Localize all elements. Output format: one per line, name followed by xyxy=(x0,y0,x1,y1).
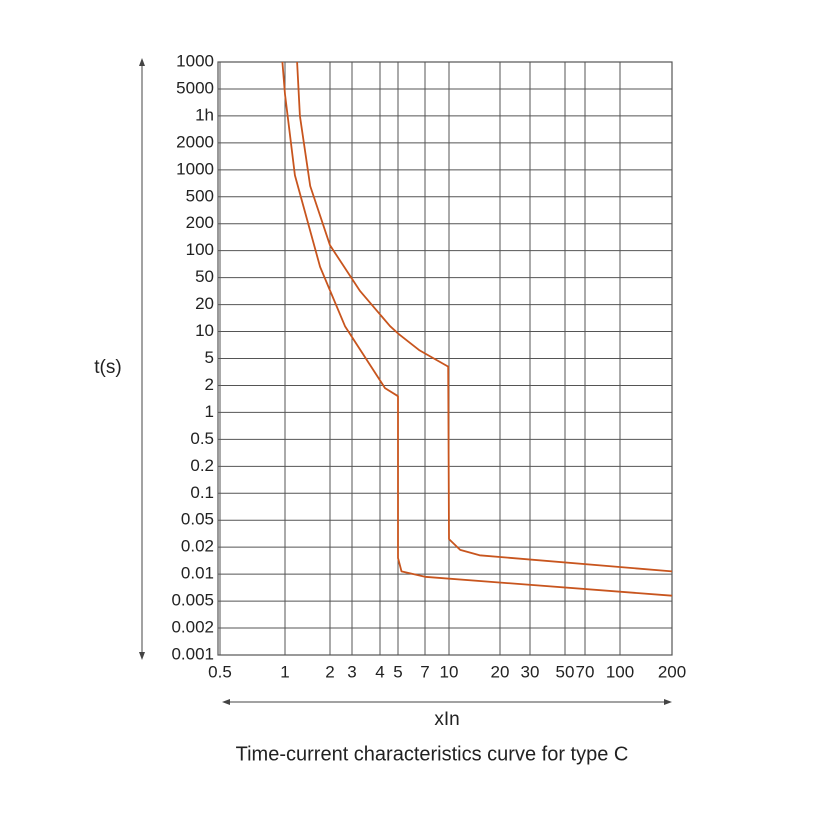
y-tick-label: 0.1 xyxy=(190,483,214,502)
x-tick-label: 20 xyxy=(491,662,510,681)
x-tick-label: 100 xyxy=(606,662,634,681)
curve xyxy=(281,61,673,597)
y-tick-label: 0.01 xyxy=(181,564,214,583)
x-tick-label: 200 xyxy=(658,662,686,681)
chart-title: Time-current characteristics curve for t… xyxy=(236,743,629,765)
y-tick-label: 1 xyxy=(205,402,214,421)
x-tick-label: 10 xyxy=(440,662,459,681)
x-tick-label: 3 xyxy=(347,662,356,681)
y-tick-label: 10 xyxy=(195,321,214,340)
y-tick-label: 0.05 xyxy=(181,510,214,529)
y-tick-label: 20 xyxy=(195,294,214,313)
y-tick-label: 5000 xyxy=(176,78,214,97)
x-tick-label: 0.5 xyxy=(208,662,232,681)
y-tick-label: 0.5 xyxy=(190,429,214,448)
y-tick-label: 0.2 xyxy=(190,456,214,475)
x-tick-label: 50 xyxy=(556,662,575,681)
x-tick-label: 1 xyxy=(280,662,289,681)
x-tick-label: 5 xyxy=(393,662,402,681)
x-axis-label: xIn xyxy=(434,709,459,730)
x-tick-label: 7 xyxy=(420,662,429,681)
y-tick-label: 500 xyxy=(186,186,214,205)
y-tick-label: 0.001 xyxy=(171,644,214,663)
y-tick-label: 0.02 xyxy=(181,537,214,556)
y-tick-label: 2000 xyxy=(176,132,214,151)
y-tick-label: 1000 xyxy=(176,51,214,70)
y-tick-label: 1h xyxy=(195,105,214,124)
x-tick-label: 70 xyxy=(576,662,595,681)
x-tick-label: 4 xyxy=(375,662,384,681)
curve xyxy=(296,61,673,573)
x-tick-label: 30 xyxy=(521,662,540,681)
y-tick-label: 1000 xyxy=(176,159,214,178)
y-axis-label: t(s) xyxy=(94,357,121,378)
y-tick-label: 0.002 xyxy=(171,618,214,637)
x-tick-label: 2 xyxy=(325,662,334,681)
y-tick-label: 2 xyxy=(205,375,214,394)
y-tick-label: 200 xyxy=(186,213,214,232)
y-tick-label: 5 xyxy=(205,348,214,367)
y-tick-label: 50 xyxy=(195,267,214,286)
y-tick-label: 100 xyxy=(186,240,214,259)
y-tick-label: 0.005 xyxy=(171,591,214,610)
